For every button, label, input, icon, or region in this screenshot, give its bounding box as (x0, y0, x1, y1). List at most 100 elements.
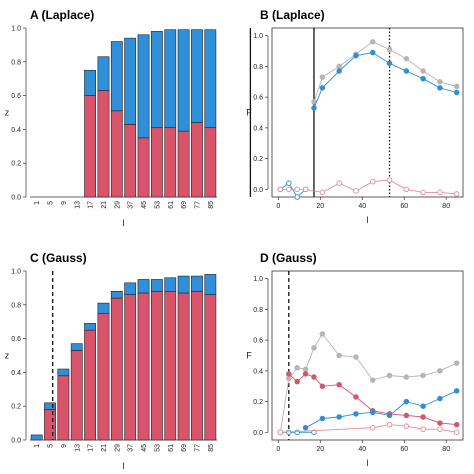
data-point (302, 371, 309, 377)
y-tick-label: 0.2 (11, 161, 21, 168)
x-tick-label: 0 (276, 446, 280, 453)
data-point (319, 85, 326, 91)
y-tick-label: 0.2 (253, 399, 263, 406)
bar-segment (70, 350, 83, 441)
bar-segment (150, 127, 163, 198)
data-point (369, 39, 376, 45)
bar-segment (137, 279, 150, 294)
y-tick-label: 0.6 (253, 338, 263, 345)
data-point (437, 189, 443, 196)
data-point (311, 429, 317, 436)
data-point (319, 415, 326, 422)
data-point (319, 331, 326, 337)
bar-segment (150, 279, 163, 292)
data-point (453, 388, 460, 394)
bar-segment (110, 290, 123, 299)
data-point (369, 49, 376, 56)
data-point (453, 89, 460, 96)
y-tick-label: 0.6 (253, 95, 263, 102)
bar-segment (84, 323, 97, 331)
y-tick-label: 0.0 (253, 187, 263, 194)
y-tick-label: 0.6 (11, 93, 21, 100)
bar-segment (84, 95, 97, 198)
data-point (311, 345, 317, 351)
x-tick-label: 20 (316, 203, 324, 210)
bar-segment (57, 368, 70, 377)
x-tick-label: 9 (61, 201, 68, 205)
data-point (420, 68, 426, 74)
panel-c: 0.0 0.2 0.4 0.6 0.8 1.0 z 1 5 9 13 17 21 29 37 45 53 61 69… (5, 269, 217, 471)
data-point (437, 79, 443, 85)
y-tick-label: 0.4 (11, 370, 21, 377)
panel-d-title: D (Gauss) (260, 251, 317, 265)
x-tick-label: 21 (101, 201, 108, 209)
bar-segment (204, 274, 217, 295)
x-tick-label: 1 (34, 444, 41, 448)
panel-d: 0.0 0.2 0.4 0.6 0.8 1.0 F 0 20 40 60 80 l (246, 270, 464, 468)
x-tick-label: 77 (194, 201, 201, 209)
data-point (286, 371, 292, 377)
data-point (277, 186, 284, 193)
x-tick-label: 53 (154, 201, 161, 209)
y-tick-label: 0.8 (11, 302, 21, 309)
data-point (453, 83, 460, 90)
bar-segment (177, 29, 190, 132)
bar-segment (137, 137, 150, 198)
x-axis-label: l (123, 461, 125, 471)
bar-segment (84, 69, 97, 96)
data-point (302, 424, 309, 431)
bar-segment (137, 292, 150, 441)
x-tick-label: 61 (168, 444, 175, 452)
y-tick-label: 0.4 (11, 127, 21, 134)
bar-segment (30, 434, 43, 441)
series-line (305, 390, 457, 429)
data-point (294, 429, 300, 436)
bar-segment (164, 277, 177, 292)
y-tick-label: 0.8 (11, 59, 21, 66)
panel-a-title: A (Laplace) (30, 8, 94, 22)
y-tick-label: 0.4 (253, 368, 263, 375)
data-point (319, 189, 326, 196)
data-point (403, 423, 410, 429)
data-point (294, 194, 300, 200)
x-tick-label: 61 (168, 201, 175, 209)
x-tick-label: 80 (442, 446, 450, 453)
bar-segment (150, 290, 163, 441)
x-tick-label: 29 (114, 444, 121, 452)
y-tick-label: 0.6 (11, 336, 21, 343)
data-point (420, 426, 426, 432)
data-point (353, 354, 359, 360)
bar-segment (57, 375, 70, 441)
x-tick-label: 5 (48, 444, 55, 448)
x-tick-label: 69 (181, 444, 188, 452)
data-point (386, 372, 393, 379)
bar-segment (124, 282, 137, 295)
x-tick-label: 37 (128, 201, 135, 209)
x-tick-label: 60 (400, 446, 408, 453)
x-tick-label: 53 (154, 444, 161, 452)
bar-segment (110, 110, 123, 198)
bar-segment (204, 294, 217, 441)
bar-segment (97, 56, 110, 91)
data-point (386, 177, 393, 183)
data-point (403, 412, 410, 419)
data-point (453, 360, 460, 366)
series-line (313, 41, 457, 102)
panel-c-title: C (Gauss) (30, 251, 87, 265)
bar-segment (177, 275, 190, 294)
data-point (369, 377, 376, 383)
data-point (353, 411, 359, 417)
bar-segment (110, 297, 123, 441)
data-point (403, 186, 410, 193)
data-point (353, 52, 359, 59)
x-tick-label: 85 (208, 444, 215, 452)
y-tick-label: 0.2 (11, 404, 21, 411)
bar-segment (177, 292, 190, 441)
x-tick-label: 20 (316, 446, 324, 453)
data-point (403, 68, 410, 74)
bar-segment (124, 37, 137, 125)
bar-segment (70, 343, 83, 351)
y-axis-label: z (5, 351, 10, 361)
y-tick-label: 0.4 (253, 125, 263, 132)
